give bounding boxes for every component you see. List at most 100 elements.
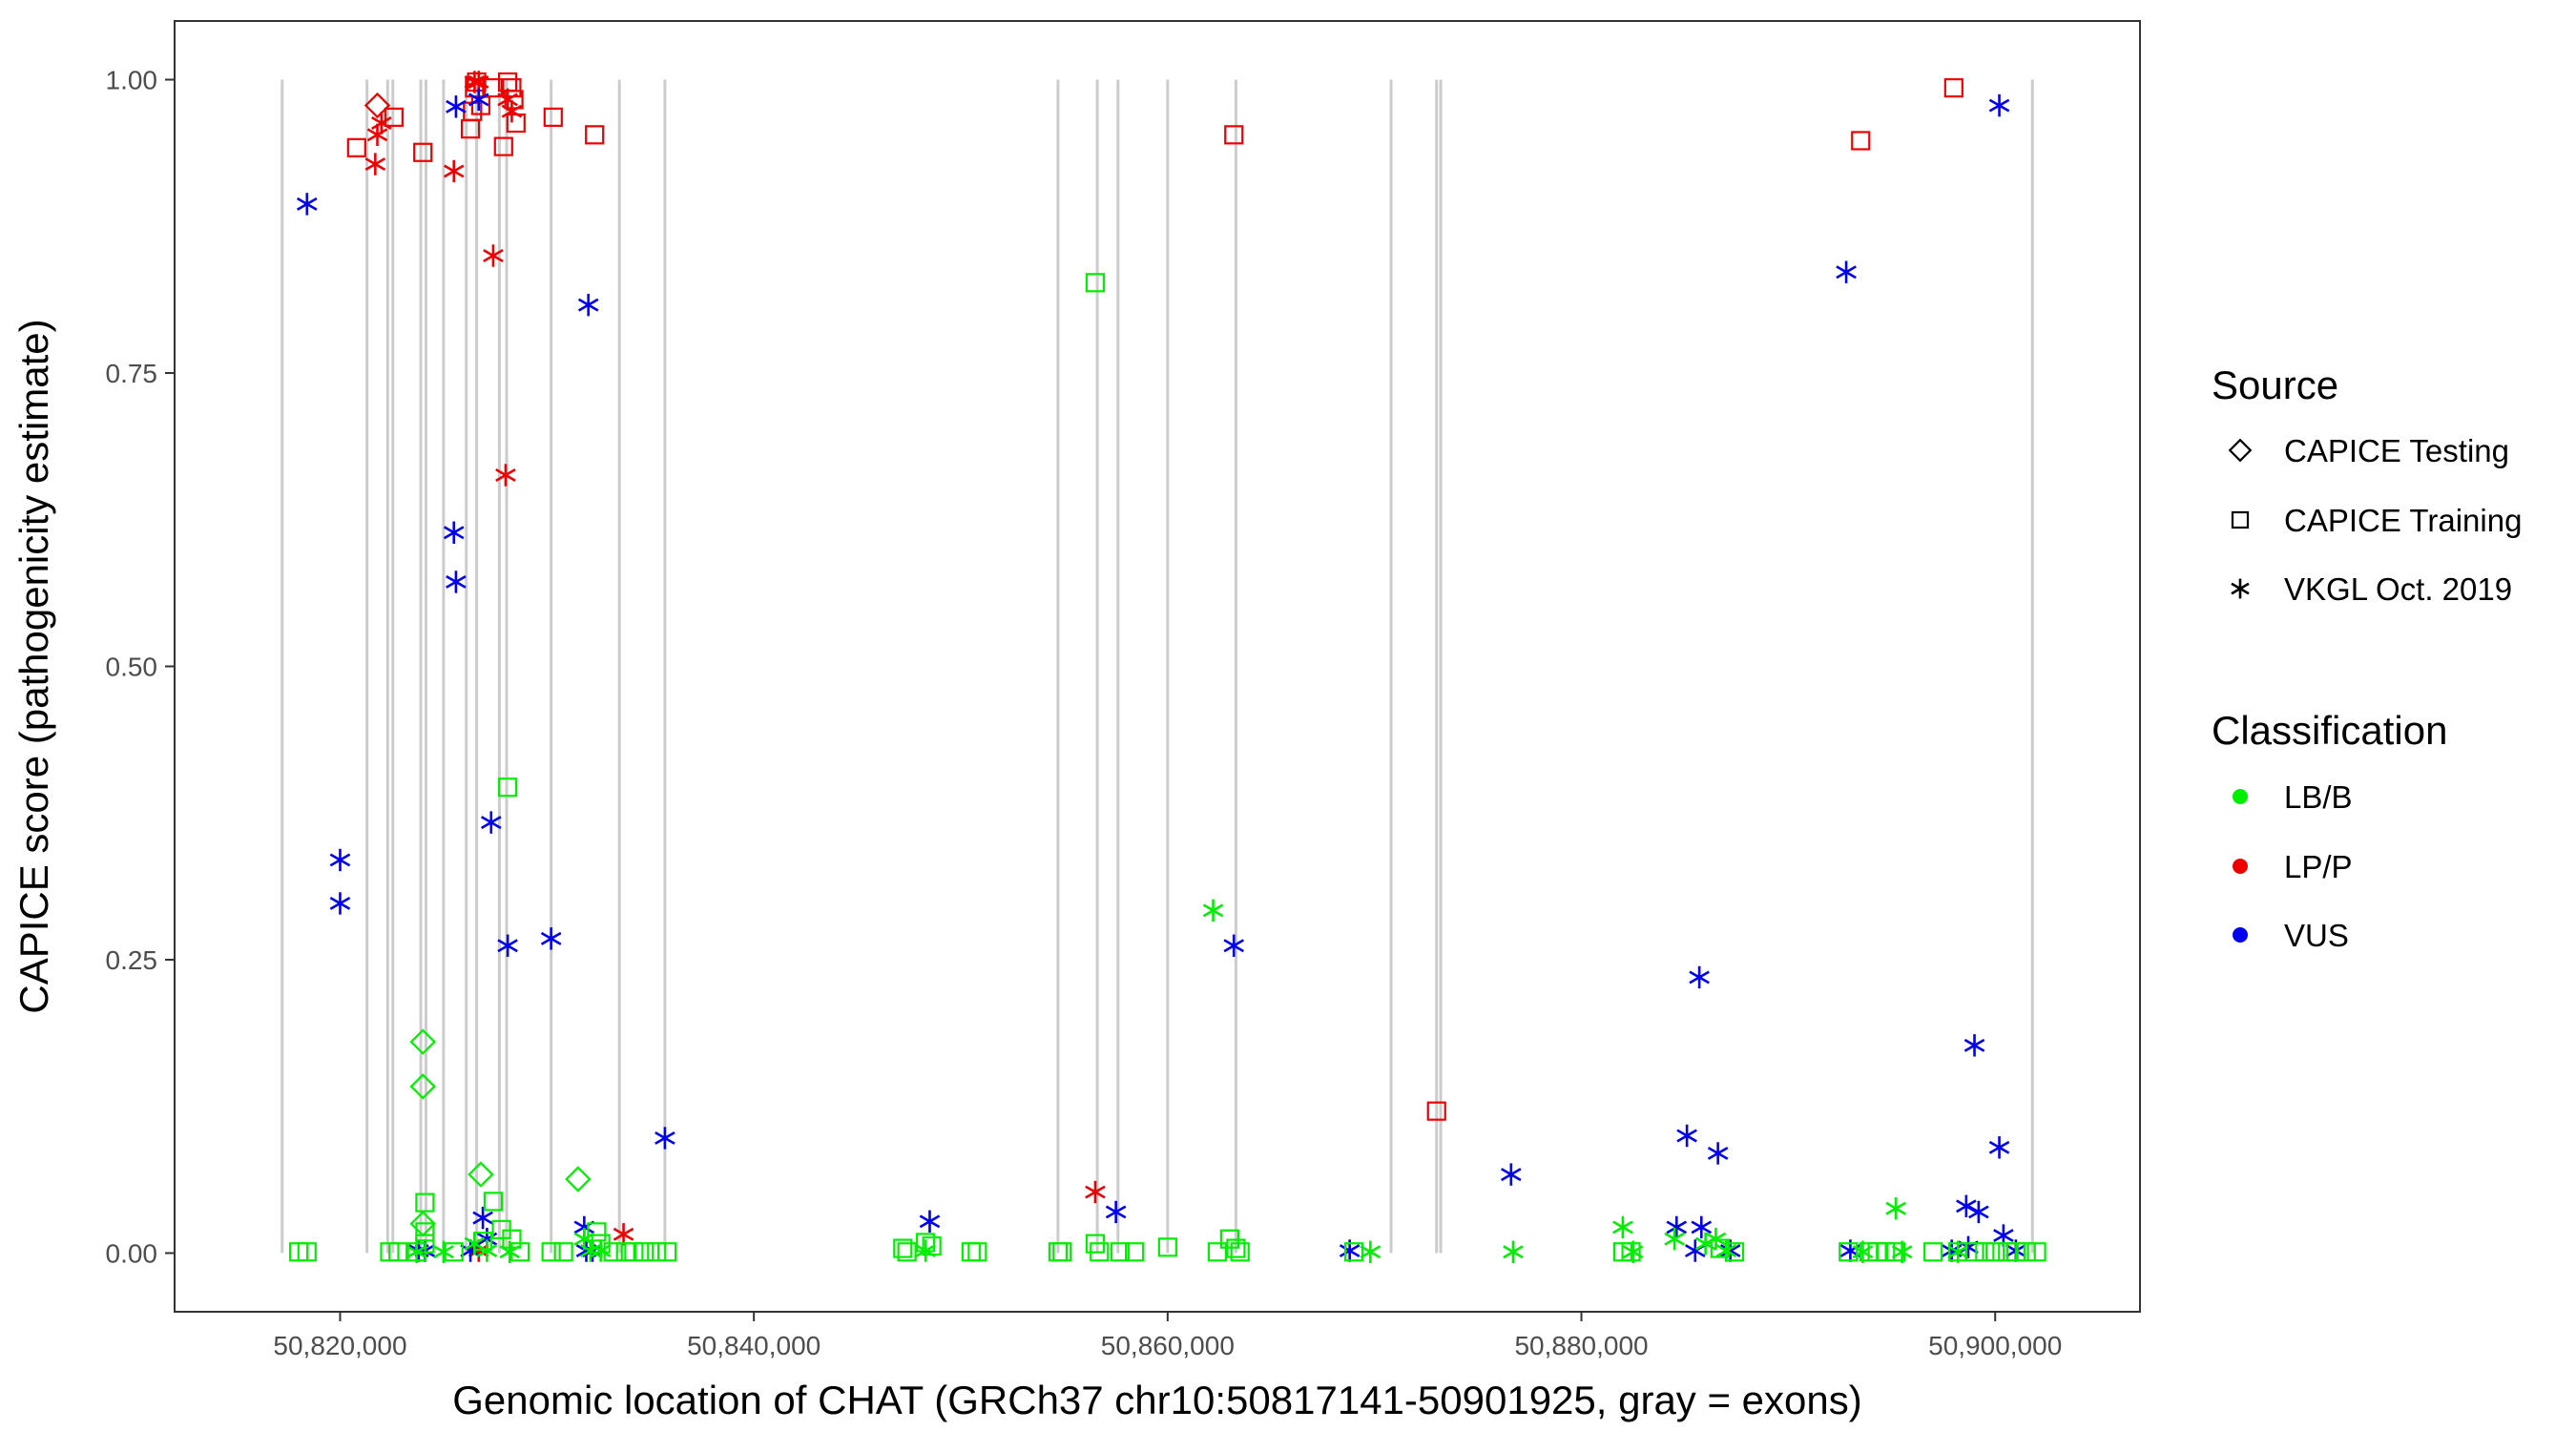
- point-vus-vkgl-oct-2019: [480, 811, 502, 834]
- point-lb-b-capice-training: [1975, 1242, 1995, 1262]
- point-vus-vkgl-oct-2019: [1968, 1200, 1989, 1224]
- x-axis-title: Genomic location of CHAT (GRCh37 chr10:5…: [452, 1378, 1861, 1422]
- legend-item-lb-b: LB/B: [2284, 779, 2353, 815]
- point-lb-b-capice-training: [624, 1242, 644, 1262]
- point-vus-vkgl-oct-2019: [1105, 1200, 1127, 1224]
- point-lp-p-capice-training: [483, 78, 504, 98]
- point-vus-vkgl-oct-2019: [329, 848, 351, 872]
- point-lb-b-capice-training: [541, 1242, 561, 1262]
- point-lb-b-capice-training: [297, 1242, 317, 1262]
- point-vus-vkgl-oct-2019: [1691, 1215, 1713, 1239]
- point-lb-b-capice-training: [1923, 1242, 1943, 1262]
- point-vus-vkgl-oct-2019: [329, 892, 351, 915]
- x-tick-label: 50,860,000: [1101, 1331, 1235, 1360]
- y-axis-title: CAPICE score (pathogenicity estimate): [11, 319, 56, 1013]
- y-tick-label: 0.75: [106, 359, 158, 388]
- point-vus-vkgl-oct-2019: [296, 193, 318, 216]
- point-lb-b-capice-training: [1125, 1242, 1145, 1262]
- point-vus-vkgl-oct-2019: [1666, 1215, 1688, 1239]
- point-lb-b-capice-training: [415, 1192, 435, 1213]
- point-lp-p-vkgl-oct-2019: [483, 244, 504, 267]
- y-tick-label: 0.00: [106, 1239, 158, 1269]
- point-lb-b-vkgl-oct-2019: [1891, 1240, 1913, 1263]
- legend-item-vkgl: VKGL Oct. 2019: [2284, 571, 2512, 607]
- axes: 0.00 0.25 0.50 0.75 1.00 50,820,000 50,840,000…: [106, 66, 2063, 1361]
- point-vus-vkgl-oct-2019: [1676, 1124, 1697, 1148]
- point-lb-b-capice-testing: [467, 1161, 494, 1188]
- point-lp-p-vkgl-oct-2019: [371, 112, 392, 135]
- point-lb-b-capice-training: [967, 1242, 987, 1262]
- exon-lines: [280, 79, 2034, 1254]
- point-vus-vkgl-oct-2019: [919, 1210, 941, 1233]
- point-vus-vkgl-oct-2019: [1963, 1034, 1985, 1057]
- point-lb-b-vkgl-oct-2019: [1664, 1228, 1685, 1251]
- y-tick-label: 0.25: [106, 945, 158, 975]
- point-lb-b-capice-testing: [409, 1073, 436, 1100]
- legend-key-lp-p: [2233, 859, 2248, 874]
- point-lp-p-vkgl-oct-2019: [366, 123, 388, 147]
- point-lp-p-capice-training: [384, 107, 404, 127]
- legend-key-vus: [2233, 927, 2248, 943]
- point-lb-b-vkgl-oct-2019: [1360, 1240, 1381, 1263]
- x-tick-label: 50,880,000: [1514, 1331, 1648, 1360]
- point-vus-vkgl-oct-2019: [1836, 260, 1857, 283]
- point-lp-p-vkgl-oct-2019: [364, 153, 386, 176]
- point-lb-b-capice-training: [1226, 1238, 1246, 1258]
- point-lb-b-vkgl-oct-2019: [1202, 899, 1224, 923]
- legend-key-lb-b: [2233, 789, 2248, 804]
- legend-item-capice-testing: CAPICE Testing: [2284, 433, 2509, 468]
- point-lb-b-capice-training: [1085, 273, 1106, 293]
- point-vus-vkgl-oct-2019: [443, 521, 465, 544]
- data-points: [289, 71, 2046, 1263]
- point-lb-b-vkgl-oct-2019: [590, 1239, 612, 1262]
- point-vus-vkgl-oct-2019: [497, 934, 518, 957]
- point-vus-vkgl-oct-2019: [1707, 1142, 1729, 1165]
- point-lb-b-capice-testing: [565, 1166, 592, 1192]
- point-lb-b-vkgl-oct-2019: [405, 1240, 427, 1263]
- y-tick-label: 1.00: [106, 66, 158, 95]
- point-lp-p-vkgl-oct-2019: [495, 464, 516, 487]
- point-lp-p-vkgl-oct-2019: [497, 88, 518, 112]
- point-lb-b-capice-training: [656, 1242, 677, 1262]
- legend-classification-title: Classification: [2212, 708, 2447, 753]
- point-lb-b-capice-training: [483, 1192, 504, 1212]
- point-lb-b-vkgl-oct-2019: [1705, 1228, 1727, 1251]
- legend-item-lp-p: LP/P: [2284, 849, 2353, 884]
- point-lp-p-capice-training: [1426, 1101, 1446, 1121]
- point-lb-b-capice-training: [1876, 1242, 1896, 1262]
- legend: Source CAPICE Testing CAPICE Training VK…: [2212, 363, 2522, 953]
- point-lb-b-capice-training: [647, 1242, 667, 1262]
- x-tick-label: 50,840,000: [687, 1331, 821, 1360]
- point-lb-b-capice-training: [1839, 1242, 1859, 1262]
- point-lp-p-capice-training: [470, 95, 491, 115]
- point-lp-p-capice-training: [346, 137, 366, 157]
- point-lb-b-vkgl-oct-2019: [499, 1240, 521, 1263]
- point-lp-p-capice-training: [1851, 131, 1871, 151]
- point-lb-b-capice-training: [893, 1238, 913, 1258]
- point-vus-vkgl-oct-2019: [1988, 93, 2010, 117]
- point-lb-b-capice-training: [415, 1222, 435, 1242]
- point-lb-b-vkgl-oct-2019: [433, 1240, 454, 1263]
- point-lp-p-capice-training: [1224, 125, 1244, 145]
- point-lb-b-capice-training: [1157, 1237, 1177, 1257]
- point-vus-vkgl-oct-2019: [654, 1127, 675, 1150]
- point-lb-b-capice-training: [498, 778, 518, 798]
- point-lb-b-vkgl-oct-2019: [1503, 1240, 1524, 1263]
- point-lb-b-capice-training: [587, 1222, 607, 1242]
- point-lb-b-capice-training: [1052, 1242, 1072, 1262]
- point-lp-p-vkgl-oct-2019: [1085, 1180, 1106, 1204]
- point-lp-p-capice-training: [1943, 78, 1963, 98]
- point-lb-b-vkgl-oct-2019: [1612, 1215, 1633, 1239]
- point-lp-p-vkgl-oct-2019: [464, 71, 486, 93]
- point-vus-vkgl-oct-2019: [460, 1239, 481, 1262]
- point-lb-b-vkgl-oct-2019: [476, 1239, 498, 1262]
- point-vus-vkgl-oct-2019: [446, 95, 467, 118]
- point-vus-vkgl-oct-2019: [1689, 965, 1710, 989]
- point-vus-vkgl-oct-2019: [1223, 934, 1245, 957]
- point-lb-b-capice-training: [553, 1242, 573, 1262]
- point-vus-vkgl-oct-2019: [1988, 1136, 2010, 1159]
- x-tick-label: 50,900,000: [1928, 1331, 2062, 1360]
- point-lb-b-vkgl-oct-2019: [1947, 1240, 1968, 1263]
- point-lb-b-capice-training: [1230, 1242, 1250, 1262]
